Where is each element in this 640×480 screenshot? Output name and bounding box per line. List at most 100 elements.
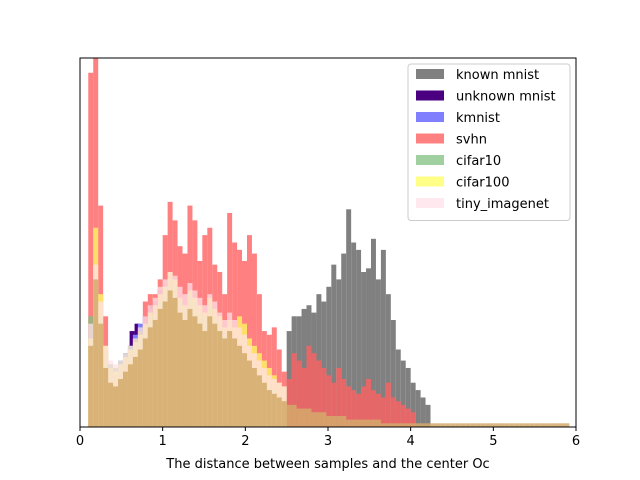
bar-overlap-35 xyxy=(261,382,267,427)
bar-overlap-19 xyxy=(182,319,188,427)
bar-overlap-33 xyxy=(251,367,257,427)
x-tick-label-4: 4 xyxy=(407,434,415,449)
bar-known mnist-18 xyxy=(375,279,381,427)
bar-overlap-76 xyxy=(465,423,471,427)
legend-label-svhn: svhn xyxy=(456,133,487,148)
bar-overlap-89 xyxy=(529,423,535,427)
bar-overlap-25 xyxy=(212,323,218,427)
bar-overlap-68 xyxy=(425,423,431,427)
bar-known mnist-9 xyxy=(331,264,337,427)
bar-svhn-0 xyxy=(88,72,94,427)
bar-overlap-73 xyxy=(450,423,456,427)
bar-overlap-11 xyxy=(142,338,148,427)
bar-overlap-31 xyxy=(242,353,247,427)
bar-overlap-30 xyxy=(237,345,243,427)
bar-overlap-16 xyxy=(167,290,173,427)
x-axis: 0 1 2 3 4 5 6 xyxy=(76,427,580,449)
bar-overlap-65 xyxy=(410,423,416,427)
bar-overlap-41 xyxy=(291,404,297,427)
bar-svhn-32 xyxy=(246,235,252,427)
bar-overlap-15 xyxy=(162,301,168,427)
bar-overlap-45 xyxy=(311,412,317,427)
bar-svhn-53 xyxy=(351,390,357,427)
bar-overlap-80 xyxy=(485,423,491,427)
bar-overlap-32 xyxy=(246,360,252,427)
bar-known mnist-22 xyxy=(395,349,401,427)
bar-overlap-69 xyxy=(430,423,436,427)
legend-swatch-known mnist xyxy=(416,69,444,79)
x-tick-label-3: 3 xyxy=(324,434,332,449)
bar-svhn-47 xyxy=(321,367,327,427)
legend-label-known mnist: known mnist xyxy=(456,68,539,83)
bar-overlap-95 xyxy=(559,423,565,427)
bar-overlap-92 xyxy=(544,423,550,427)
bar-svhn-40 xyxy=(286,379,292,427)
bar-overlap-5 xyxy=(113,386,119,427)
bar-known mnist-24 xyxy=(405,367,411,427)
bar-overlap-2 xyxy=(98,323,104,427)
x-tick-label-6: 6 xyxy=(572,434,580,449)
bar-overlap-96 xyxy=(564,423,570,427)
bar-overlap-93 xyxy=(549,423,555,427)
bar-overlap-84 xyxy=(504,423,510,427)
bar-known mnist-21 xyxy=(390,319,396,427)
bar-svhn-50 xyxy=(336,367,342,427)
legend-label-tiny_imagenet: tiny_imagenet xyxy=(456,197,549,212)
bar-overlap-82 xyxy=(494,423,500,427)
bar-svhn-46 xyxy=(316,360,322,427)
bar-overlap-60 xyxy=(385,423,391,427)
bar-known mnist-7 xyxy=(321,301,327,427)
bar-overlap-61 xyxy=(390,423,396,427)
legend-label-cifar10: cifar10 xyxy=(456,154,501,169)
bar-overlap-90 xyxy=(534,423,540,427)
bar-svhn-56 xyxy=(366,379,371,427)
bar-overlap-57 xyxy=(370,419,376,427)
x-tick-label-0: 0 xyxy=(76,434,84,449)
bar-overlap-23 xyxy=(202,331,208,427)
legend-label-cifar100: cifar100 xyxy=(456,176,509,191)
bar-overlap-63 xyxy=(400,423,406,427)
bar-overlap-40 xyxy=(286,404,292,427)
legend-swatch-kmnist xyxy=(416,112,444,122)
bar-overlap-85 xyxy=(509,423,515,427)
bar-overlap-0 xyxy=(88,345,94,427)
bar-known mnist-26 xyxy=(415,390,421,427)
bar-known mnist-12 xyxy=(346,209,352,427)
legend-swatch-cifar10 xyxy=(416,155,444,165)
bar-overlap-71 xyxy=(440,423,446,427)
bar-overlap-3 xyxy=(103,367,109,427)
bar-overlap-20 xyxy=(187,308,193,427)
bar-svhn-65 xyxy=(410,412,416,427)
bar-overlap-7 xyxy=(122,371,128,427)
bar-svhn-52 xyxy=(346,386,352,427)
bar-svhn-43 xyxy=(301,367,307,427)
bar-overlap-70 xyxy=(435,423,441,427)
bar-known mnist-27 xyxy=(420,397,426,427)
bar-overlap-77 xyxy=(470,423,476,427)
bar-overlap-50 xyxy=(336,415,342,427)
bar-overlap-36 xyxy=(266,390,272,427)
legend-label-unknown mnist: unknown mnist xyxy=(456,90,556,105)
bar-overlap-4 xyxy=(108,382,114,427)
bar-known mnist-19 xyxy=(380,249,386,427)
bar-overlap-86 xyxy=(514,423,520,427)
bar-svhn-49 xyxy=(331,382,337,427)
bar-known mnist-28 xyxy=(425,404,431,427)
bar-overlap-52 xyxy=(346,419,352,427)
bar-overlap-72 xyxy=(445,423,451,427)
bar-overlap-81 xyxy=(490,423,495,427)
bar-svhn-48 xyxy=(326,375,332,427)
bar-overlap-59 xyxy=(380,423,386,427)
bar-overlap-1 xyxy=(93,279,99,427)
bar-overlap-87 xyxy=(519,423,525,427)
bar-overlap-67 xyxy=(420,423,426,427)
bar-overlap-62 xyxy=(395,423,401,427)
bar-overlap-39 xyxy=(281,401,287,427)
bar-overlap-38 xyxy=(276,397,282,427)
bar-overlap-26 xyxy=(217,331,223,427)
bar-overlap-78 xyxy=(475,423,481,427)
bar-known mnist-23 xyxy=(400,360,406,427)
bar-known mnist-10 xyxy=(336,279,342,427)
bar-overlap-24 xyxy=(207,316,213,427)
bar-svhn-57 xyxy=(370,390,376,427)
